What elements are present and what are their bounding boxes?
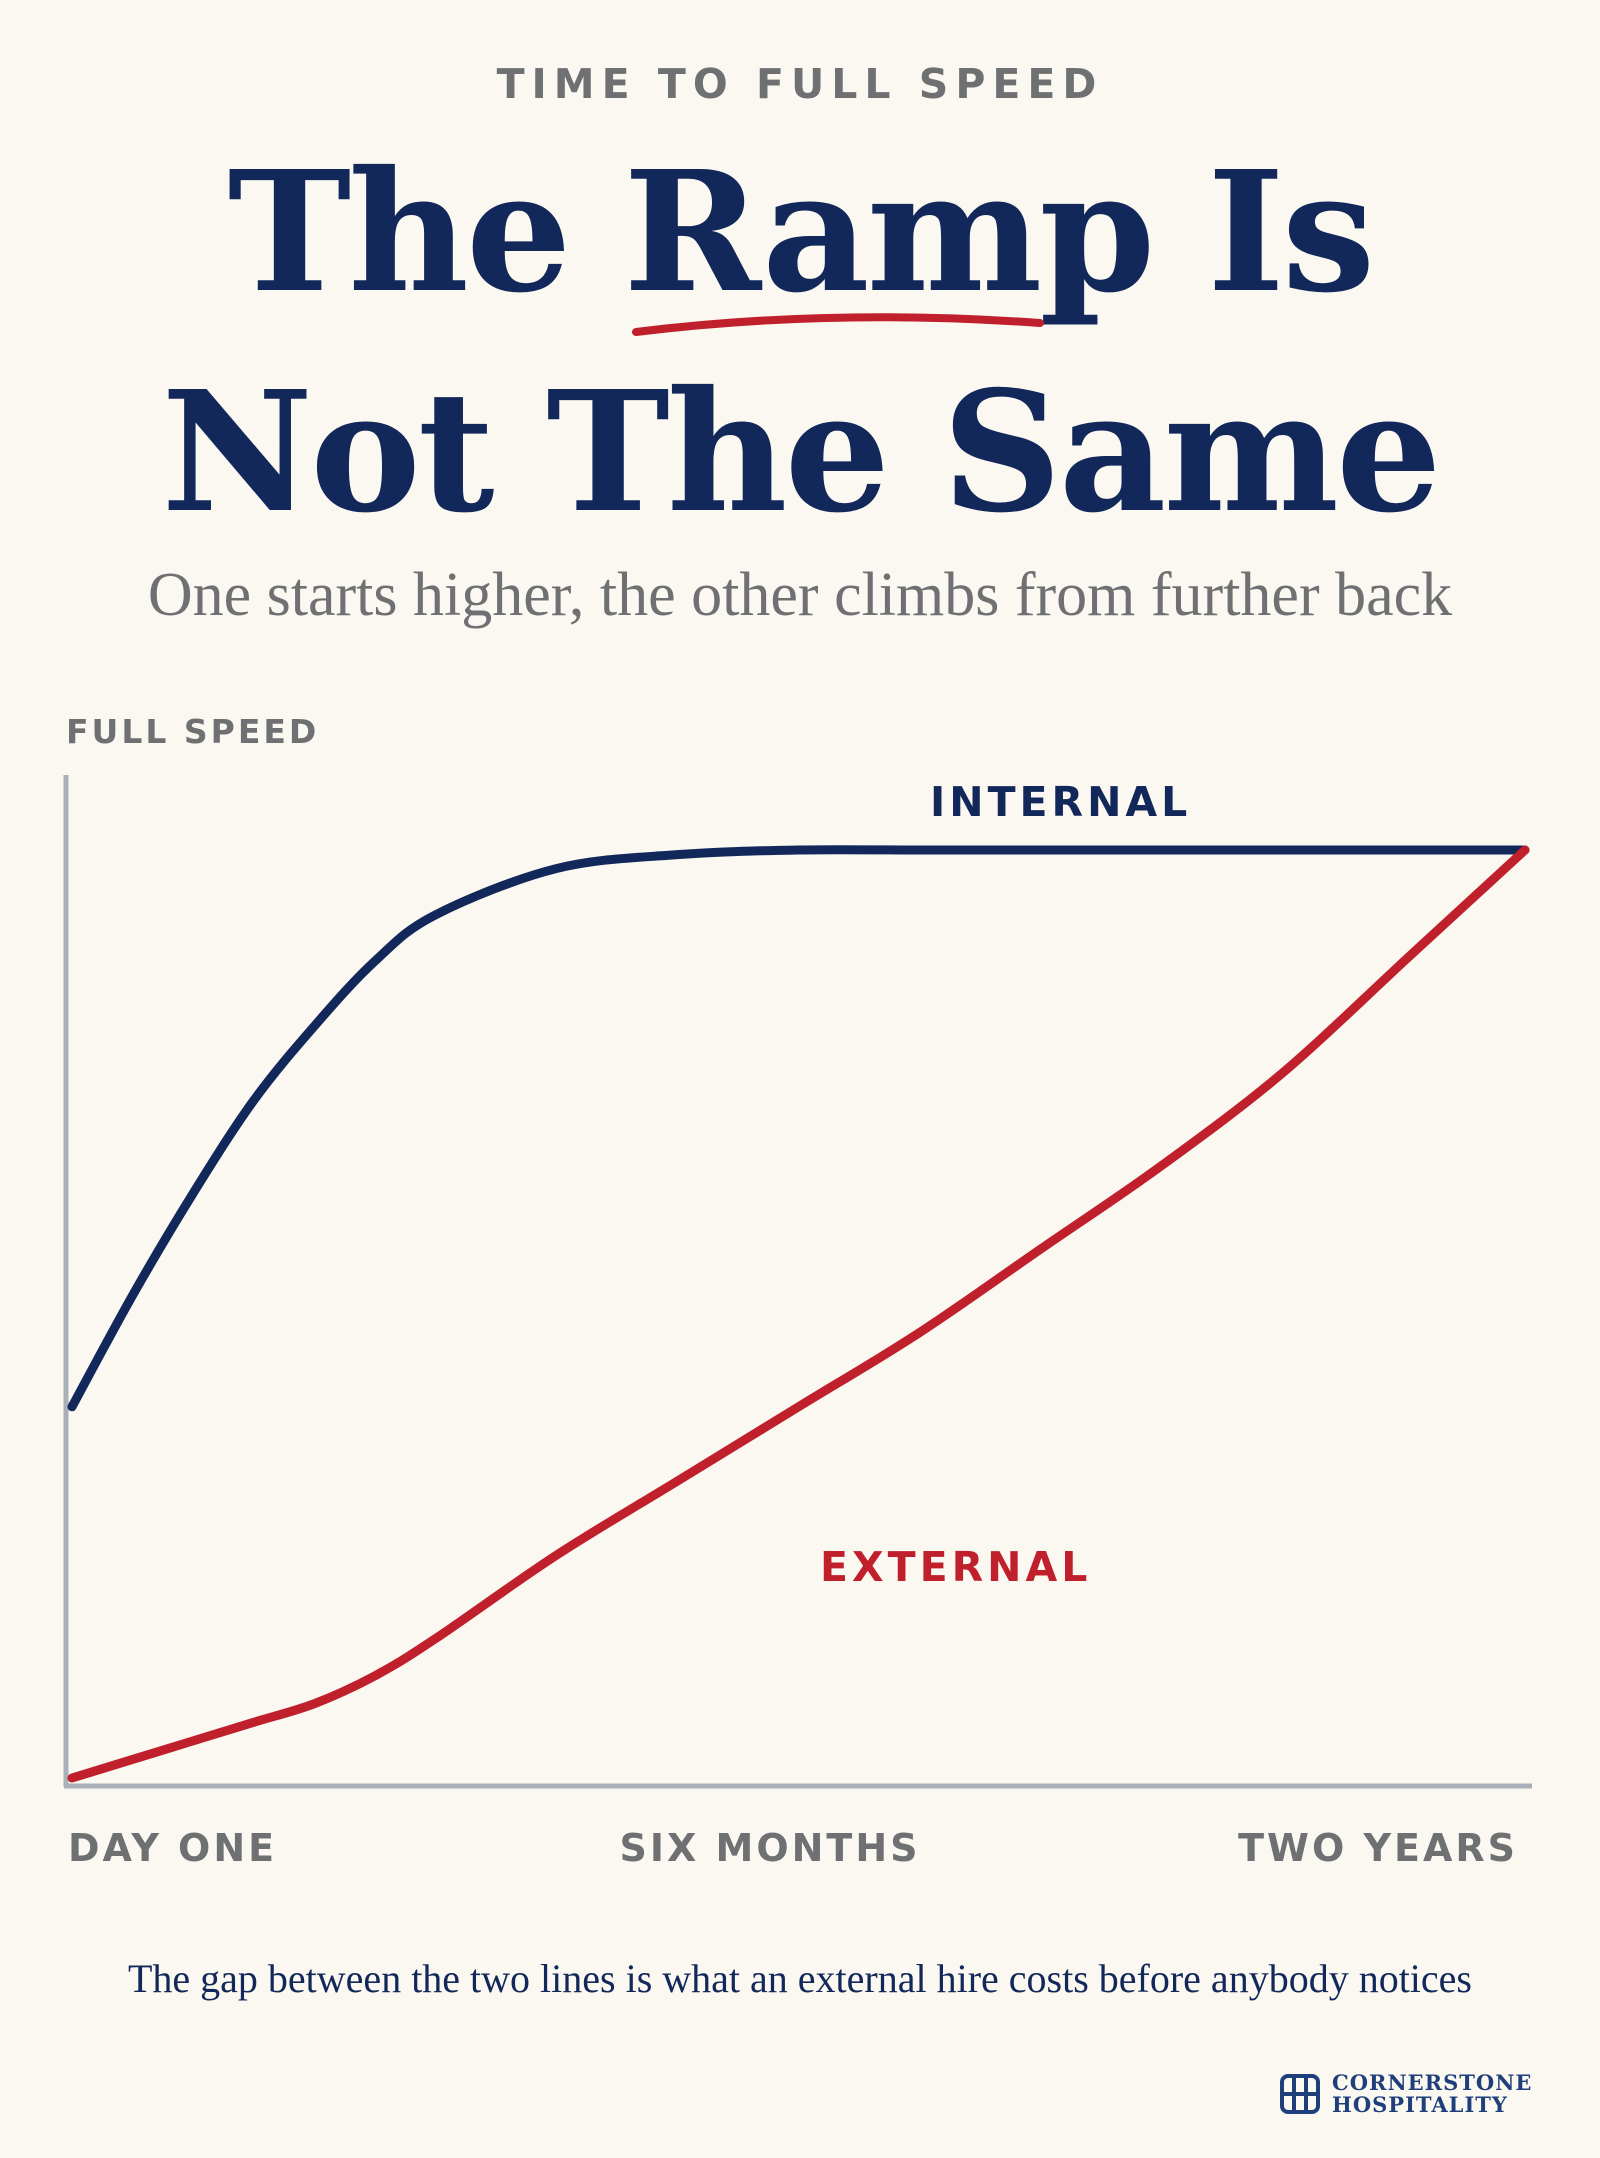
logo-text-line-1: CORNERSTONE (1332, 2070, 1533, 2095)
logo-text-line-2: HOSPITALITY (1332, 2092, 1508, 2118)
ramp-underline (632, 313, 1044, 336)
footnote: The gap between the two lines is what an… (127, 1956, 1472, 2001)
subtitle: One starts higher, the other climbs from… (147, 561, 1453, 629)
series-line-internal (67, 845, 1530, 1412)
eyebrow-label: TIME TO FULL SPEED (496, 60, 1104, 108)
headline-line-2: Not The Same (161, 355, 1441, 550)
brand-logo: CORNERSTONE HOSPITALITY (1278, 2070, 1533, 2118)
series-label-internal: INTERNAL (930, 778, 1192, 826)
series-layer (67, 845, 1530, 1783)
x-tick-label: TWO YEARS (1238, 1826, 1518, 1870)
y-axis-label: FULL SPEED (66, 712, 320, 751)
series-line-external (67, 845, 1530, 1783)
x-tick-label: DAY ONE (68, 1826, 278, 1870)
series-label-external: EXTERNAL (820, 1543, 1092, 1591)
x-tick-label: SIX MONTHS (619, 1826, 921, 1870)
cornerstone-logo-icon (1280, 2074, 1320, 2115)
headline-line-1: The Ramp Is (227, 135, 1376, 330)
